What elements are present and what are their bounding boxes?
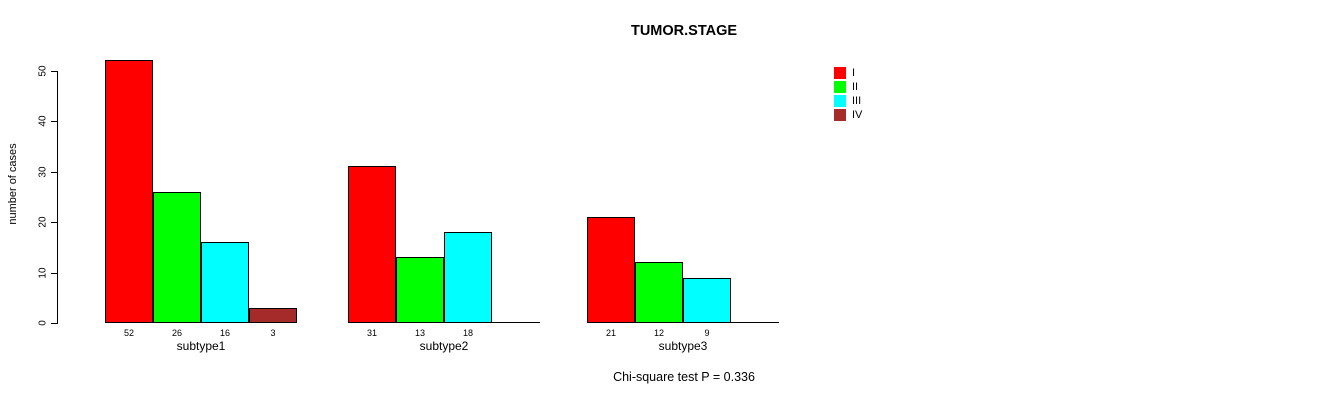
bar-value-label: 16 — [219, 328, 231, 338]
y-tick-label: 20 — [37, 216, 49, 228]
legend-label: III — [852, 95, 862, 107]
bar-stage-III — [444, 232, 492, 323]
y-tick — [51, 171, 57, 173]
category-label: subtype3 — [658, 339, 708, 353]
bar-value-label: 13 — [414, 328, 426, 338]
y-axis-label: number of cases — [7, 143, 19, 225]
bar-value-label: 3 — [270, 328, 276, 338]
legend-label: IV — [852, 109, 863, 121]
y-tick — [51, 222, 57, 223]
bar-stage-II — [635, 262, 683, 323]
chi-square-note: Chi-square test P = 0.336 — [613, 370, 755, 384]
bar-stage-IV-zero — [731, 322, 779, 323]
bar-stage-I — [105, 60, 153, 323]
y-axis-line — [57, 70, 58, 324]
bar-value-label: 18 — [462, 328, 474, 338]
bar-value-label: 52 — [123, 328, 135, 338]
bar-stage-II — [396, 257, 444, 323]
legend-swatch-II — [834, 81, 846, 93]
y-tick — [51, 323, 57, 324]
legend-row: III — [834, 95, 862, 107]
bar-stage-II — [153, 192, 201, 323]
bar-value-label: 21 — [605, 328, 617, 338]
bar-value-label: 12 — [653, 328, 665, 338]
legend: I II III IV — [834, 67, 862, 121]
y-tick-label: 0 — [37, 320, 49, 326]
y-tick-label: 10 — [37, 266, 49, 279]
y-tick — [51, 121, 57, 122]
y-tick-label: 50 — [37, 64, 49, 77]
legend-label: II — [852, 81, 859, 93]
y-tick — [51, 70, 57, 72]
bar-stage-I — [587, 217, 635, 323]
bar-value-label: 26 — [171, 328, 183, 338]
legend-swatch-III — [834, 95, 846, 107]
bar-stage-IV-zero — [492, 322, 540, 323]
chart-title: TUMOR.STAGE — [630, 23, 738, 39]
y-tick-label: 30 — [37, 165, 49, 178]
legend-row: IV — [834, 109, 862, 121]
bar-stage-I — [348, 166, 396, 323]
category-label: subtype2 — [419, 339, 469, 353]
legend-swatch-I — [834, 67, 846, 79]
bar-value-label: 31 — [366, 328, 378, 338]
category-label: subtype1 — [176, 339, 226, 353]
bar-value-label: 9 — [704, 328, 710, 338]
legend-swatch-IV — [834, 109, 846, 121]
y-tick-label: 40 — [37, 115, 49, 127]
legend-row: II — [834, 81, 862, 93]
bar-stage-III — [201, 242, 249, 323]
legend-label: I — [852, 67, 856, 79]
bar-stage-IV — [249, 308, 297, 323]
y-tick — [51, 272, 57, 274]
bar-stage-III — [683, 278, 731, 323]
legend-row: I — [834, 67, 862, 79]
